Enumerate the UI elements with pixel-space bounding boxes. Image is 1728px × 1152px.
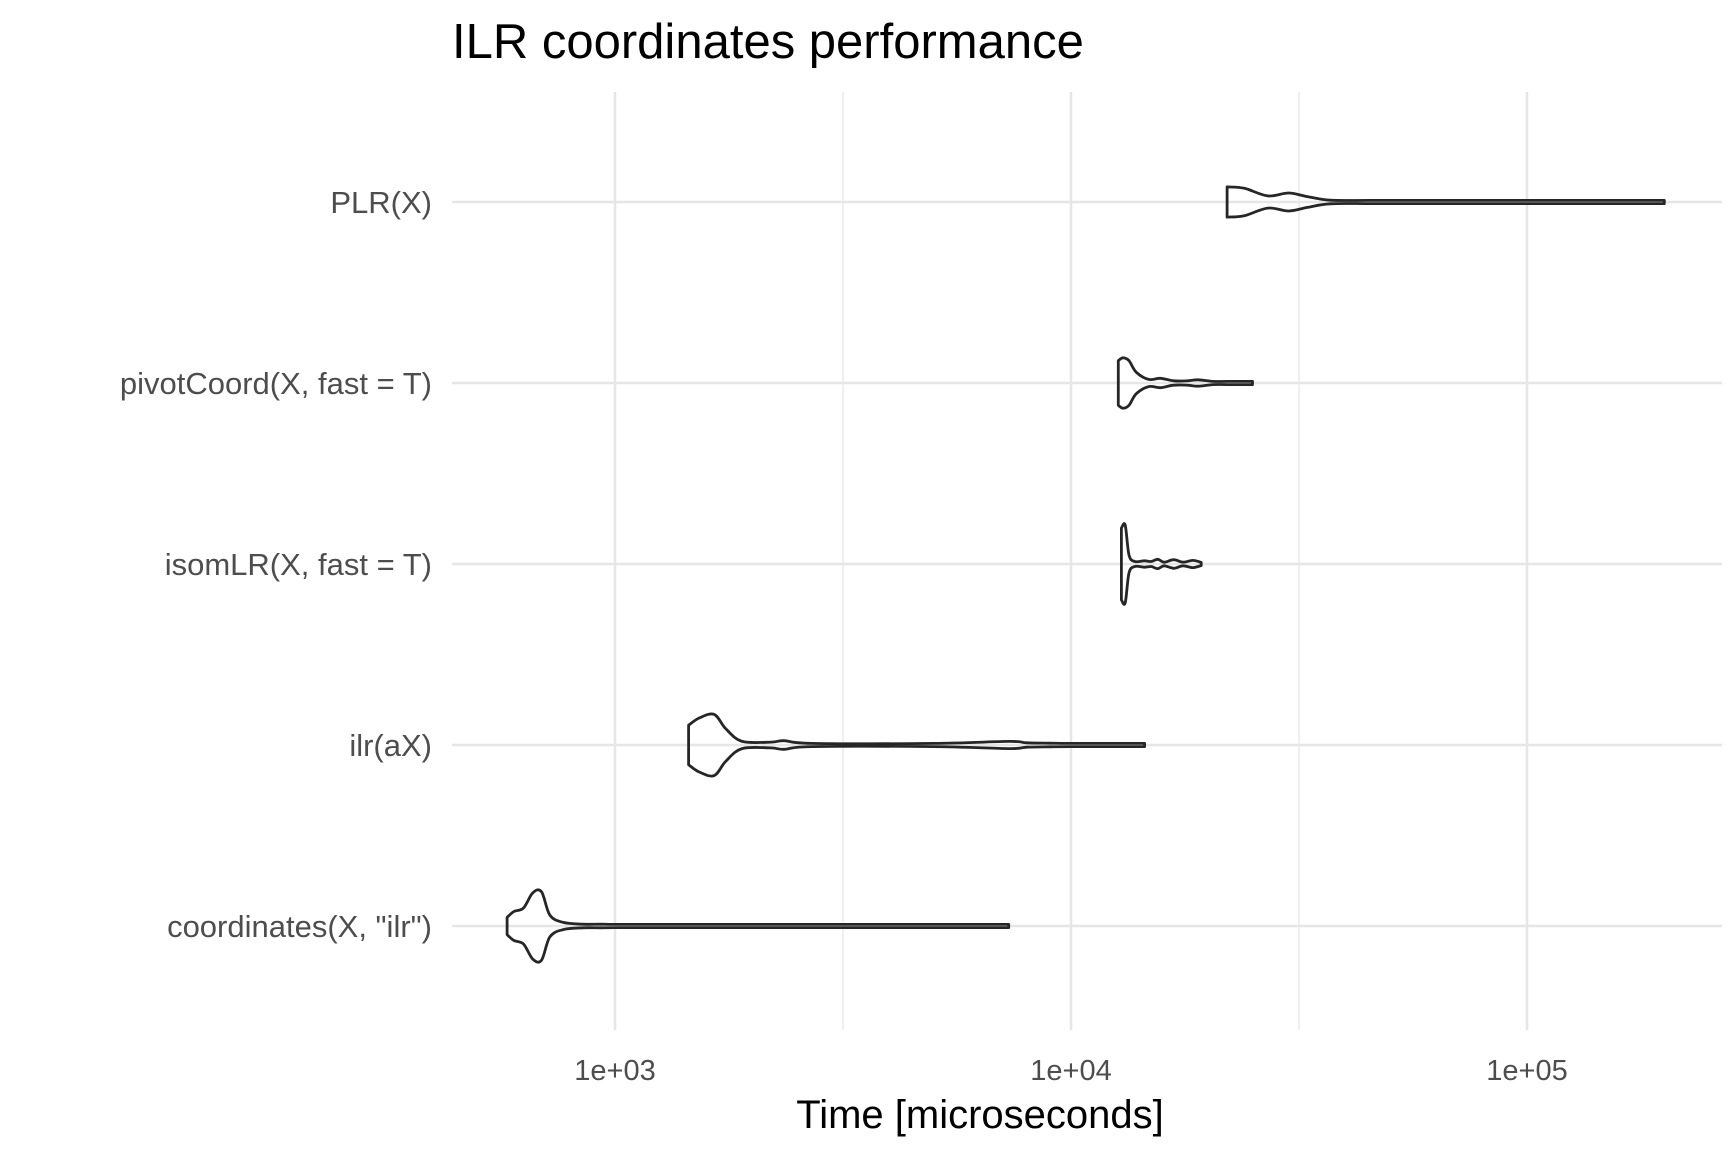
y-category-label: pivotCoord(X, fast = T) bbox=[120, 366, 432, 401]
violin-shape bbox=[1116, 356, 1254, 410]
violin-shape bbox=[1120, 522, 1203, 606]
grid-layer bbox=[452, 92, 1722, 1030]
y-category-label: coordinates(X, "ilr") bbox=[167, 909, 432, 944]
x-tick-label: 1e+03 bbox=[574, 1055, 655, 1087]
label-layer: 1e+03 1e+04 1e+05 coordinates(X, "ilr") ilr(… bbox=[120, 185, 1568, 1087]
chart-title: ILR coordinates performance bbox=[452, 15, 1084, 69]
y-category-label: ilr(aX) bbox=[349, 728, 432, 763]
violin-layer bbox=[505, 185, 1666, 964]
y-category-label: PLR(X) bbox=[330, 185, 432, 220]
x-axis-label: Time [microseconds] bbox=[796, 1093, 1164, 1137]
violin-shape bbox=[687, 712, 1146, 778]
x-tick-label: 1e+04 bbox=[1030, 1055, 1111, 1087]
violin-shape bbox=[505, 888, 1011, 964]
y-category-label: isomLR(X, fast = T) bbox=[165, 547, 432, 582]
violin-shape bbox=[1225, 185, 1666, 219]
x-tick-label: 1e+05 bbox=[1486, 1055, 1567, 1087]
